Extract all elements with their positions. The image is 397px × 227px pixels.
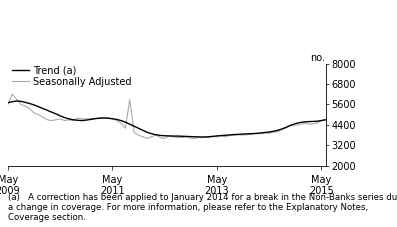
Text: no.: no. — [310, 52, 326, 62]
Legend: Trend (a), Seasonally Adjusted: Trend (a), Seasonally Adjusted — [8, 62, 136, 91]
Text: (a)   A correction has been applied to January 2014 for a break in the Non-Banks: (a) A correction has been applied to Jan… — [8, 193, 397, 222]
